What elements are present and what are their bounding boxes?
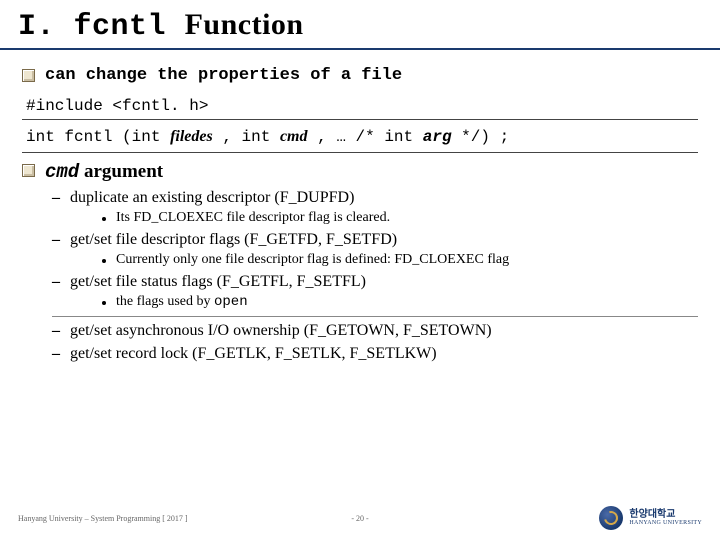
- sig-sep2: , … /* int: [317, 128, 413, 146]
- include-line: #include <fcntl. h>: [22, 93, 698, 120]
- list-item: – duplicate an existing descriptor (F_DU…: [52, 189, 698, 207]
- logo-en: HANYANG UNIVERSITY: [629, 520, 702, 526]
- university-logo-icon: [599, 506, 623, 530]
- list-item: – get/set record lock (F_GETLK, F_SETLK,…: [52, 345, 698, 363]
- intro-text: can change the properties of a file: [45, 66, 402, 85]
- footer-logo: 한양대학교 HANYANG UNIVERSITY: [474, 506, 702, 530]
- sig-tail: */) ;: [461, 128, 509, 146]
- sig-name: fcntl: [64, 128, 112, 146]
- item-text: get/set file status flags (F_GETFL, F_SE…: [70, 273, 366, 291]
- sub-text-mono: open: [214, 294, 248, 310]
- footer: Hanyang University – System Programming …: [0, 506, 720, 530]
- footer-source: Hanyang University – System Programming …: [18, 514, 246, 523]
- title-word: Function: [185, 8, 304, 41]
- sub-text: Its FD_CLOEXEC file descriptor flag is c…: [116, 210, 390, 226]
- dot-icon: [102, 217, 106, 221]
- logo-text: 한양대학교 HANYANG UNIVERSITY: [629, 510, 702, 527]
- sig-p2: cmd: [280, 128, 308, 145]
- sub-item: Currently only one file descriptor flag …: [102, 252, 698, 268]
- square-bullet-icon: [22, 69, 35, 82]
- dash-list: – duplicate an existing descriptor (F_DU…: [52, 189, 698, 363]
- section-heading: cmd argument: [22, 161, 698, 183]
- slide: I. fcntl Function can change the propert…: [0, 0, 720, 540]
- title-bar: I. fcntl Function: [0, 0, 720, 50]
- sub-item: the flags used by open: [102, 294, 698, 310]
- separator-line: [52, 316, 698, 317]
- slide-title: I. fcntl Function: [18, 8, 702, 44]
- sig-open: (int: [122, 128, 160, 146]
- dash-icon: –: [52, 322, 70, 340]
- item-text: get/set record lock (F_GETLK, F_SETLK, F…: [70, 345, 437, 363]
- item-text: get/set asynchronous I/O ownership (F_GE…: [70, 322, 492, 340]
- item-text: get/set file descriptor flags (F_GETFD, …: [70, 231, 397, 249]
- list-item: – get/set asynchronous I/O ownership (F_…: [52, 322, 698, 340]
- title-func: fcntl: [74, 10, 167, 44]
- footer-page: - 20 -: [246, 514, 474, 523]
- sig-p3: arg: [423, 128, 452, 146]
- sub-item: Its FD_CLOEXEC file descriptor flag is c…: [102, 210, 698, 226]
- sig-p1: filedes: [170, 128, 213, 145]
- dash-icon: –: [52, 345, 70, 363]
- dash-icon: –: [52, 231, 70, 249]
- intro-bullet: can change the properties of a file: [22, 66, 698, 85]
- list-item: – get/set file descriptor flags (F_GETFD…: [52, 231, 698, 249]
- sig-sep1: , int: [222, 128, 270, 146]
- item-text: duplicate an existing descriptor (F_DUPF…: [70, 189, 354, 207]
- section-cmd: cmd: [45, 161, 79, 183]
- dot-icon: [102, 301, 106, 305]
- signature-line: int fcntl (int filedes , int cmd , … /* …: [22, 122, 698, 153]
- title-numeral: I.: [18, 10, 55, 44]
- list-item: – get/set file status flags (F_GETFL, F_…: [52, 273, 698, 291]
- dash-icon: –: [52, 189, 70, 207]
- square-bullet-icon: [22, 164, 35, 177]
- sub-text: Currently only one file descriptor flag …: [116, 252, 509, 268]
- sub-text-prefix: the flags used by: [116, 294, 214, 309]
- sig-ret: int: [26, 128, 55, 146]
- logo-kr: 한양대학교: [629, 510, 702, 521]
- content: can change the properties of a file #inc…: [0, 50, 720, 363]
- dot-icon: [102, 259, 106, 263]
- section-label: argument: [84, 161, 163, 182]
- dash-icon: –: [52, 273, 70, 291]
